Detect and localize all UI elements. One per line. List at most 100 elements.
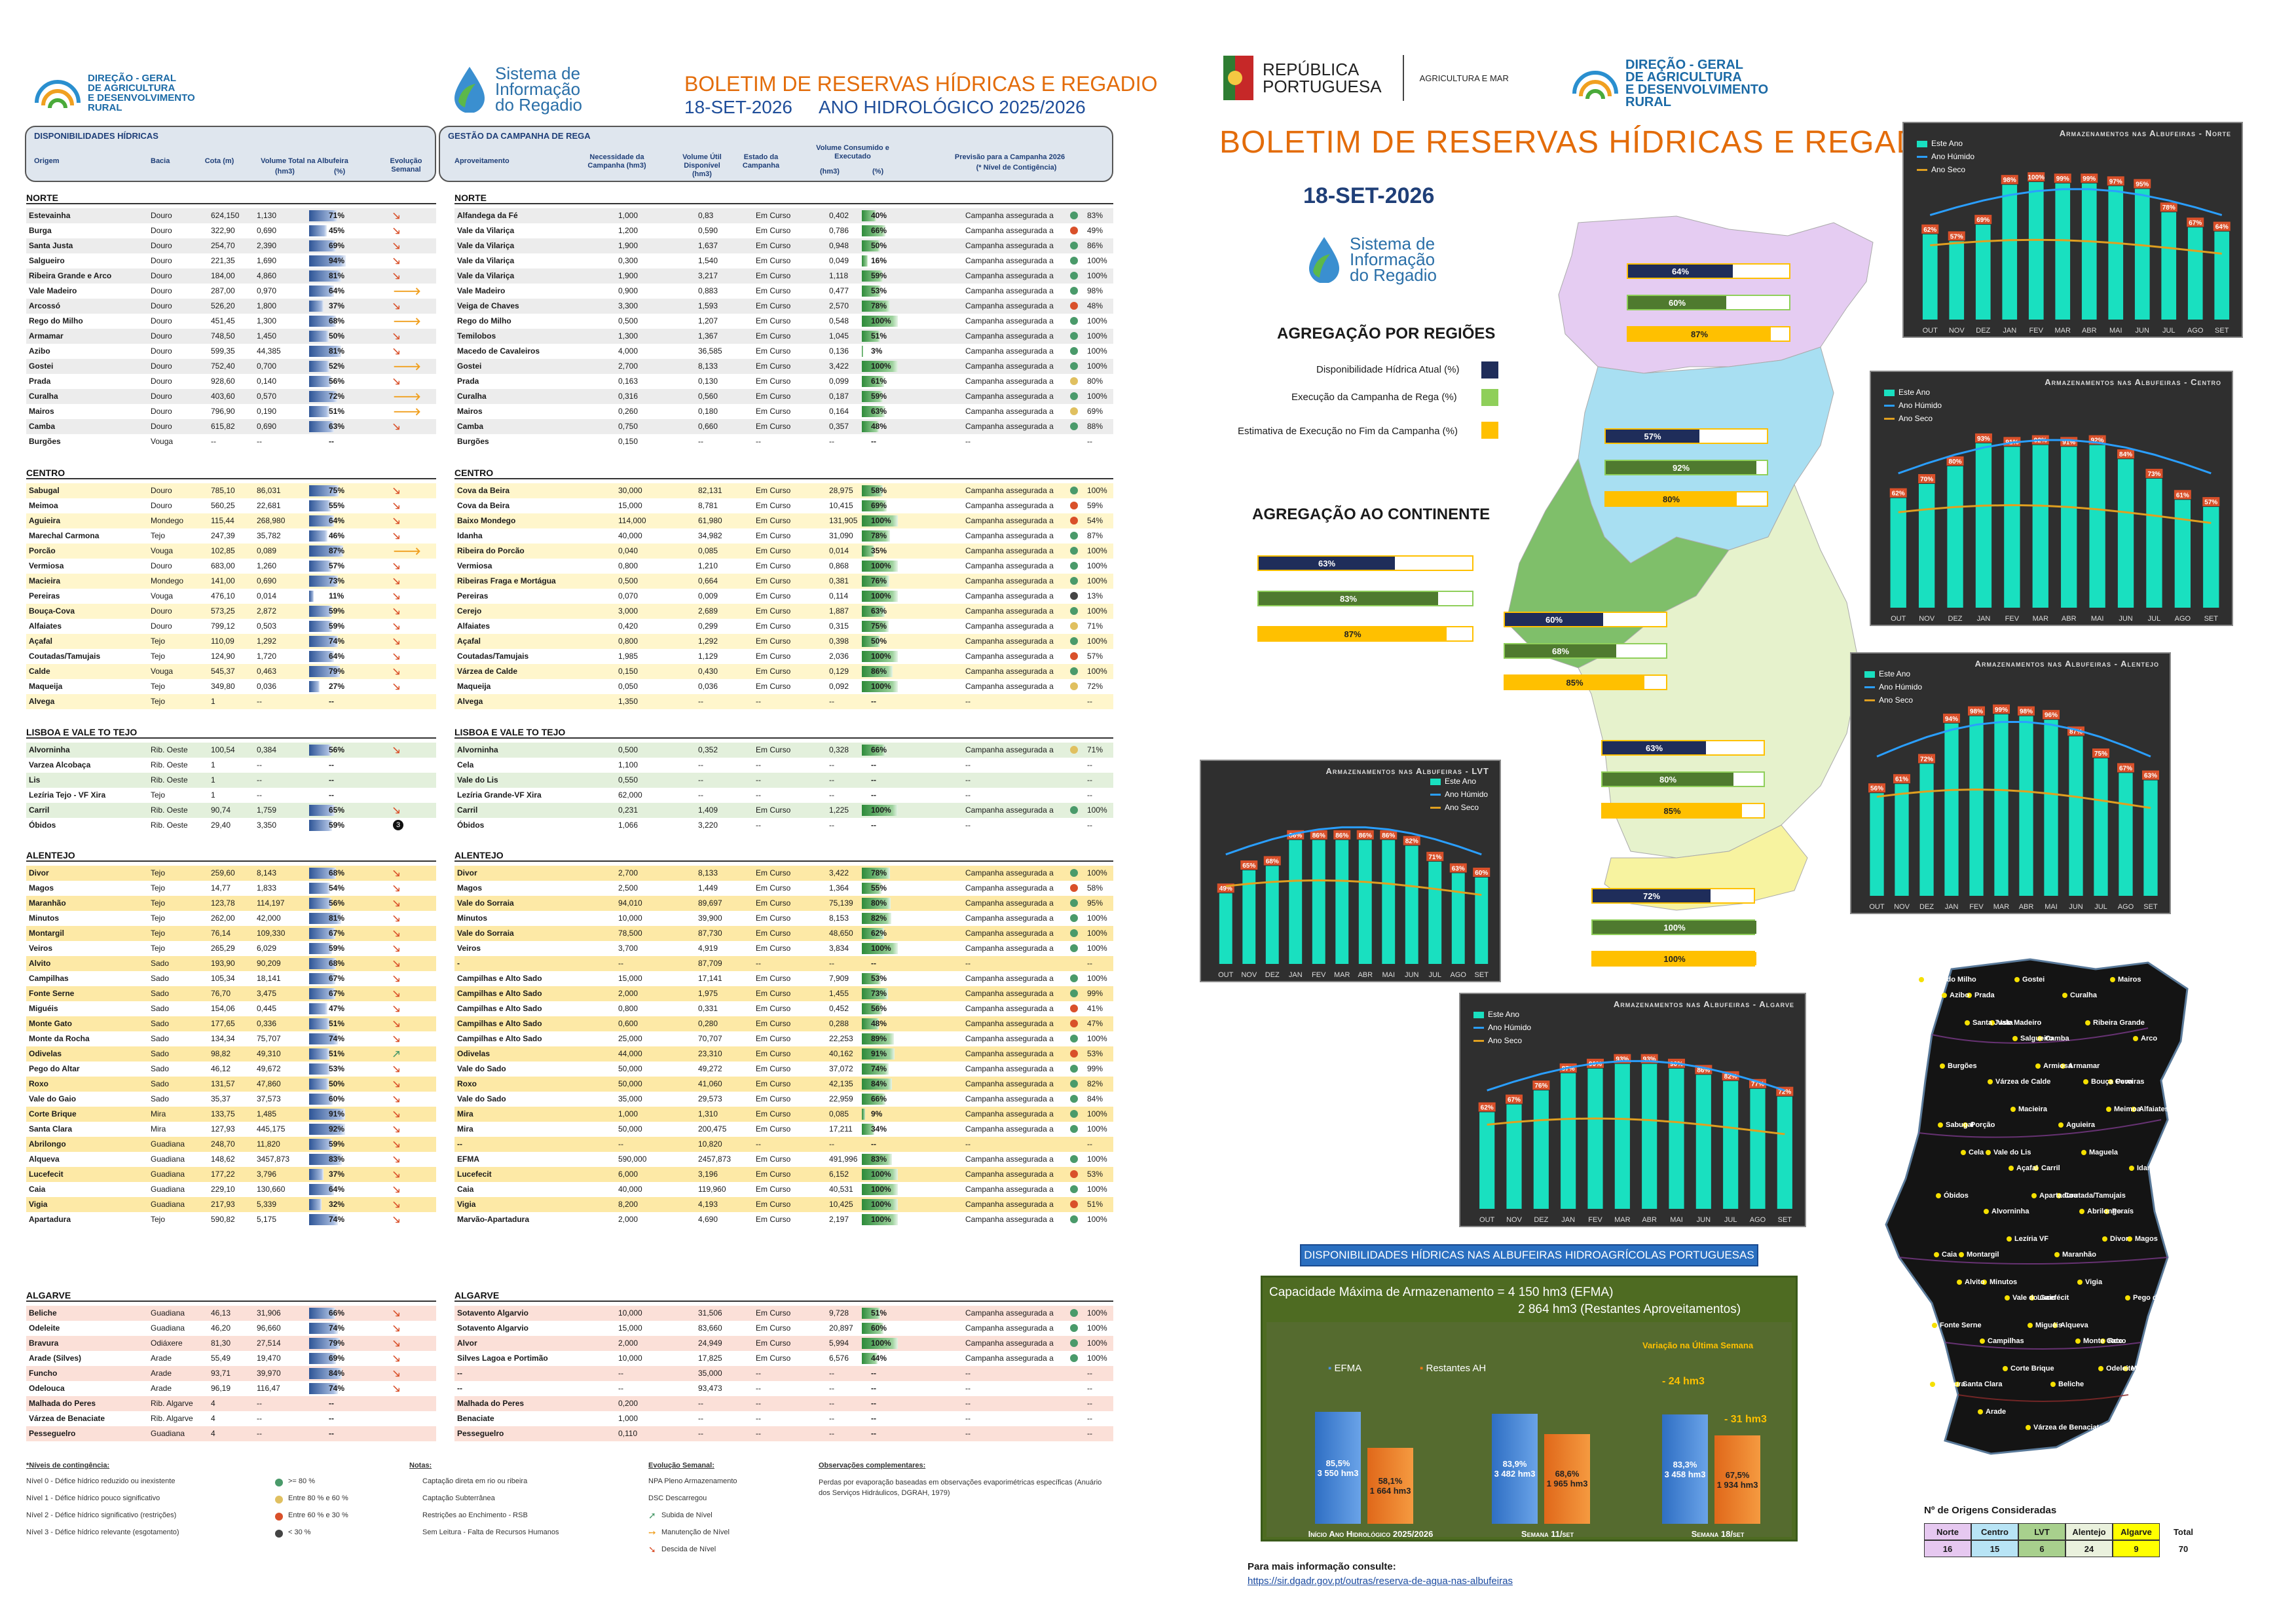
contingency-dot bbox=[1070, 502, 1078, 509]
down-arrow-icon: 🡖 bbox=[393, 271, 400, 282]
volume-pct-cell: 55% bbox=[329, 501, 345, 510]
previsao-cell: Campanha assegurada a bbox=[965, 682, 1054, 691]
table-row: Vale da Vilariça 0,300 1,540 Em Curso 0,049 1… bbox=[454, 253, 1113, 268]
rega-panel-title: GESTÃO DA CAMPANHA DE REGA bbox=[448, 131, 591, 141]
consumido-pct-bar bbox=[862, 301, 890, 312]
hdr-consumido: Volume Consumido e Executado bbox=[816, 144, 889, 160]
bacia-cell: Rib. Oeste bbox=[151, 745, 188, 754]
cota-cell: -- bbox=[211, 437, 216, 446]
dam-dot-icon bbox=[2026, 1425, 2031, 1431]
vol-util-cell: 1,449 bbox=[698, 883, 718, 893]
dam-label: Alvorninha bbox=[1984, 1208, 2029, 1215]
aproveitamento-cell: Temilobos bbox=[457, 331, 496, 341]
dam-name: Várzea de Calde bbox=[1995, 1078, 2051, 1086]
dam-dot-icon bbox=[2003, 1366, 2008, 1372]
estado-cell: Em Curso bbox=[756, 591, 791, 600]
necessidade-cell: 0,500 bbox=[618, 576, 639, 585]
table-row: Meimoa Douro 560,25 22,681 55% 🡖 bbox=[26, 498, 436, 513]
previsao-cell: Campanha assegurada a bbox=[965, 241, 1054, 250]
dam-dot-icon bbox=[2081, 1150, 2086, 1156]
more-info-link[interactable]: https://sir.dgadr.gov.pt/outras/reserva-… bbox=[1248, 1576, 1513, 1587]
consumido-pct-bar bbox=[862, 376, 884, 387]
volume-pct-cell: 59% bbox=[329, 621, 345, 631]
volume-pct-bar bbox=[309, 406, 329, 417]
rest-bar: 67,5% 1 934 hm3 bbox=[1714, 1435, 1760, 1524]
aproveitamento-cell: Idanha bbox=[457, 531, 483, 540]
volume-pct-cell: 94% bbox=[329, 256, 345, 265]
volume-cell: 8,143 bbox=[257, 868, 277, 877]
down-arrow-icon: 🡖 bbox=[393, 868, 400, 879]
previsao-cell: Campanha assegurada a bbox=[965, 392, 1054, 401]
cota-cell: 102,85 bbox=[211, 546, 235, 555]
consumido-pct-cell: 69% bbox=[871, 501, 887, 510]
month-tick-label: SET bbox=[2215, 327, 2229, 335]
previsao-pct-cell: 100% bbox=[1087, 606, 1107, 616]
storage-bar bbox=[1969, 716, 1984, 896]
volume-pct-bar bbox=[309, 820, 332, 831]
volume-cell: 1,833 bbox=[257, 883, 277, 893]
consumido-pct-cell: 59% bbox=[871, 392, 887, 401]
previsao-pct-cell: 100% bbox=[1087, 576, 1107, 585]
dam-label: Odeleite bbox=[2098, 1365, 2134, 1373]
dam-name: Miguéis bbox=[2035, 1321, 2062, 1329]
bar-value-label: 70% bbox=[1920, 476, 1933, 483]
necessidade-cell: 0,800 bbox=[618, 561, 639, 570]
region-title-rega: CENTRO bbox=[454, 468, 1113, 479]
contingency-dot bbox=[1070, 869, 1078, 877]
table-row: Alvorninha Rib. Oeste 100,54 0,384 56% 🡖 bbox=[26, 743, 436, 758]
volume-pct-cell: 59% bbox=[329, 606, 345, 616]
necessidade-cell: 1,066 bbox=[618, 821, 639, 830]
necessidade-cell: 0,800 bbox=[618, 637, 639, 646]
month-tick-label: MAI bbox=[2109, 327, 2122, 335]
contingency-dot bbox=[1070, 517, 1078, 525]
right-arrow-icon: 🡒 bbox=[393, 392, 421, 403]
bar-value-label: 99% bbox=[1995, 707, 2008, 714]
consumido-cell: 0,014 bbox=[829, 546, 849, 555]
storage-bar bbox=[1949, 241, 1965, 320]
cota-cell: 451,45 bbox=[211, 316, 235, 325]
dam-dot-icon bbox=[2106, 1107, 2111, 1113]
previsao-cell: Campanha assegurada a bbox=[965, 652, 1054, 661]
consumido-pct-bar bbox=[862, 391, 883, 402]
bacia-cell: Tejo bbox=[151, 637, 166, 646]
dam-name: Mairos bbox=[2118, 976, 2141, 984]
consumido-cell: 0,099 bbox=[829, 377, 849, 386]
down-arrow-icon: 🡖 bbox=[393, 256, 400, 267]
bacia-cell: Douro bbox=[151, 211, 172, 220]
consumido-cell: -- bbox=[829, 760, 834, 769]
table-row: Sabugal Douro 785,10 86,031 75% 🡖 bbox=[26, 483, 436, 498]
previsao-pct-cell: 13% bbox=[1087, 591, 1103, 600]
dam-name: Bravura bbox=[1938, 1380, 1965, 1388]
necessidade-cell: 4,000 bbox=[618, 346, 639, 356]
origem-cell: Burgões bbox=[29, 437, 61, 446]
previsao-cell: Campanha assegurada a bbox=[965, 226, 1054, 235]
volume-cell: 1,292 bbox=[257, 637, 277, 646]
aproveitamento-cell: Cerejo bbox=[457, 606, 482, 616]
necessidade-cell: 2,700 bbox=[618, 868, 639, 877]
dam-name: Maranhão bbox=[2062, 1251, 2096, 1259]
previsao-cell: -- bbox=[965, 790, 971, 800]
bacia-cell: Douro bbox=[151, 331, 172, 341]
origins-head-cell: Alentejo bbox=[2065, 1523, 2113, 1540]
consumido-pct-cell: 100% bbox=[871, 682, 891, 691]
necessidade-cell: 2,500 bbox=[618, 883, 639, 893]
bacia-cell: Douro bbox=[151, 407, 172, 416]
consumido-pct-cell: 100% bbox=[871, 652, 891, 661]
storage-bar bbox=[1723, 1080, 1739, 1209]
consumido-pct-bar bbox=[862, 576, 889, 587]
dam-label: Beliche bbox=[2050, 1380, 2084, 1388]
table-row: Óbidos Rib. Oeste 29,40 3,350 59% 3 bbox=[26, 818, 436, 833]
bacia-cell: Vouga bbox=[151, 591, 174, 600]
bar-value-label: 56% bbox=[1870, 785, 1883, 792]
cota-cell: 141,00 bbox=[211, 576, 235, 585]
aproveitamento-cell: Curalha bbox=[457, 392, 487, 401]
bar-value-label: 96% bbox=[2045, 712, 2058, 719]
consumido-pct-cell: 76% bbox=[871, 576, 887, 585]
dam-name: Santa Justa bbox=[1972, 1019, 2013, 1027]
consumido-pct-bar bbox=[862, 240, 880, 251]
down-arrow-icon: 🡖 bbox=[393, 913, 400, 925]
dam-dot-icon bbox=[1961, 1150, 1966, 1156]
cota-cell: 123,78 bbox=[211, 898, 235, 908]
necessidade-cell: 0,050 bbox=[618, 682, 639, 691]
consumido-pct-bar bbox=[862, 561, 898, 572]
